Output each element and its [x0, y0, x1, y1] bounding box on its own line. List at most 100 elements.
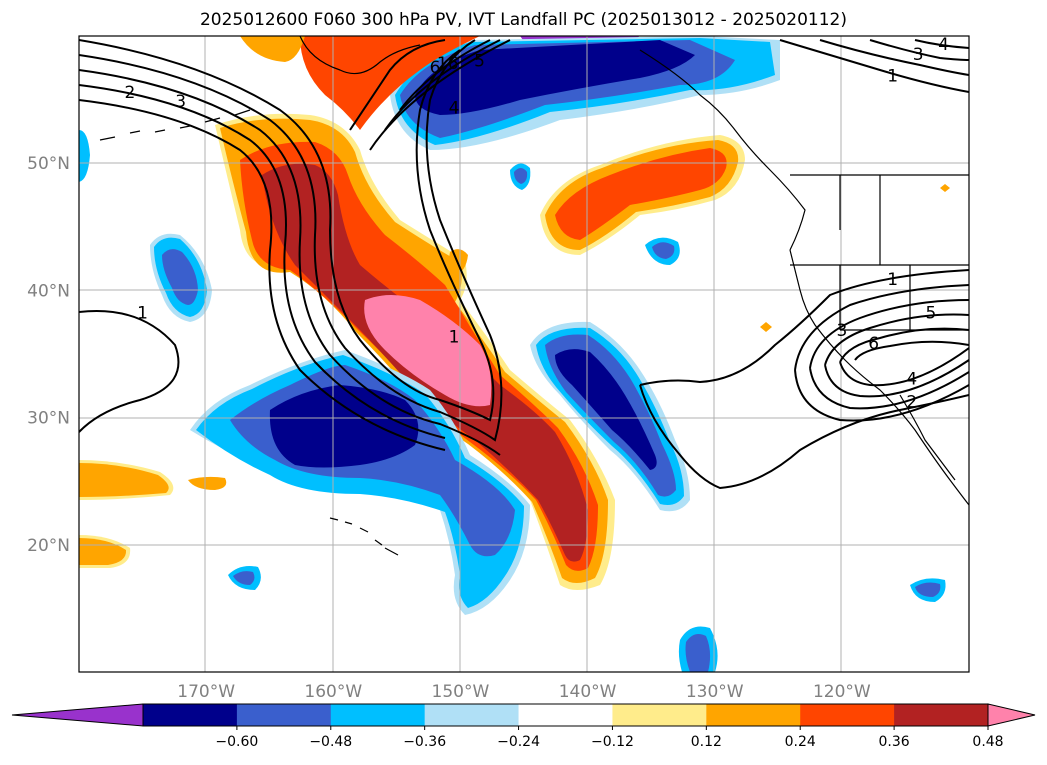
alaska-negative-core	[415, 40, 695, 115]
blob-negative-hawaii-west-blue	[233, 571, 255, 585]
colorbar-tick-label: 0.48	[972, 734, 1003, 750]
west-coast	[789, 249, 969, 506]
contour-label: 1	[449, 327, 460, 347]
ivt-contours	[79, 39, 969, 490]
contour-ridge-east-b	[384, 39, 501, 131]
contour-ne-3	[869, 39, 969, 61]
contour-low-3	[824, 313, 969, 398]
subtropical-negative-core	[269, 385, 419, 468]
contour-trough-e	[79, 99, 446, 451]
colorbar-segment	[894, 704, 989, 726]
blob-positive-west-left-orange	[79, 463, 169, 497]
colorbar-segment	[612, 704, 707, 726]
contour-label: 5	[925, 303, 936, 323]
blob-negative-west-blue	[162, 249, 198, 305]
lon-tick-label: 130°W	[686, 682, 744, 702]
colorbar-segment	[800, 704, 895, 726]
colorbar-segment	[424, 704, 520, 726]
contour-label: 3	[836, 321, 847, 341]
lat-tick-label: 50°N	[27, 154, 70, 174]
colorbar-segment	[143, 704, 238, 726]
blob-negative-tiny-blue	[514, 168, 528, 184]
colorbar-extend-min	[11, 703, 144, 727]
us-state-borders	[790, 174, 969, 331]
contour-ridge-east-c	[369, 39, 511, 151]
contour-label: 3	[913, 45, 924, 65]
colorbar-tick-label: −0.12	[591, 734, 634, 750]
blob-negative-south-blue	[685, 634, 711, 672]
colorbar-tick-label: 0.36	[879, 734, 910, 750]
colorbar-tick-label: −0.60	[215, 734, 258, 750]
colorbar-tick-label: 0.24	[785, 734, 816, 750]
lon-tick-label: 140°W	[559, 682, 617, 702]
contour-low-5	[854, 340, 969, 361]
longitude-tick-labels: 170°W 160°W 150°W 140°W 130°W 120°W	[177, 682, 871, 702]
blob-negative-small-blue	[652, 242, 675, 259]
contour-low-2	[809, 299, 969, 410]
contour-label: 4	[938, 35, 949, 55]
contour-label: 3	[175, 92, 186, 112]
contour-ridge-east-a	[399, 39, 491, 111]
blob-positive-tiny-nw	[940, 184, 950, 192]
contour-ne-2	[819, 39, 969, 76]
contour-trough-a	[79, 39, 495, 422]
contour-trough-b	[79, 39, 503, 442]
contour-low-outer-b	[794, 369, 969, 422]
contour-alaska-low	[349, 39, 446, 131]
pv-shading	[79, 36, 950, 672]
contour-ne-1	[779, 39, 969, 93]
colorbar-segment	[518, 704, 613, 726]
contour-low-outer	[794, 284, 969, 371]
colorbar-segment	[236, 704, 332, 726]
contour-low-4	[839, 327, 969, 387]
contour-label: 2	[906, 392, 917, 412]
contour-label: 16	[437, 54, 459, 74]
blob-positive-tiny-ca	[760, 322, 772, 332]
aleutian-islands	[99, 109, 251, 141]
contour-trough-d	[79, 84, 446, 439]
colorbar-segment	[330, 704, 426, 726]
lat-tick-label: 30°N	[27, 409, 70, 429]
colorbar: −0.60 −0.48 −0.36 −0.24 −0.12 0.12 0.24 0.36 0.4…	[11, 703, 1036, 750]
contour-label: 1	[137, 303, 148, 323]
contour-east-1-low	[639, 384, 969, 490]
colorbar-segment	[706, 704, 801, 726]
colorbar-frame	[142, 703, 989, 727]
contour-label: 6	[868, 334, 879, 354]
contour-west-1	[79, 310, 180, 433]
colorbar-extend-max	[987, 703, 1036, 727]
colorbar-tick-label: −0.36	[403, 734, 446, 750]
contour-east-1	[639, 269, 969, 386]
blob-positive-cyan-edge	[79, 130, 90, 182]
contour-label: 4	[449, 99, 460, 119]
lon-tick-label: 160°W	[304, 682, 362, 702]
lon-tick-label: 120°W	[813, 682, 871, 702]
alaska-coast	[299, 36, 421, 75]
lat-tick-label: 20°N	[27, 536, 70, 556]
lon-tick-label: 170°W	[177, 682, 235, 702]
contour-trough-c	[79, 69, 501, 456]
blob-positive-bc-orange	[240, 36, 305, 62]
lat-tick-label: 40°N	[27, 281, 70, 301]
hawaii-islands	[329, 517, 399, 556]
lon-tick-label: 150°W	[432, 682, 490, 702]
pv-positive-pink	[364, 295, 492, 407]
map-frame	[78, 35, 970, 673]
contour-label: 4	[906, 369, 917, 389]
blob-negative-se-blue	[915, 582, 941, 597]
contour-label: 1	[887, 270, 898, 290]
contour-label: 5	[474, 51, 485, 71]
contour-ne-4	[914, 39, 969, 49]
colorbar-tick-label: −0.24	[497, 734, 540, 750]
map-grid	[79, 36, 969, 672]
alaska-panhandle-coast	[639, 49, 806, 251]
colorbar-tick-label: −0.48	[309, 734, 352, 750]
blob-positive-bc	[300, 36, 480, 130]
ne-pacific-positive-red	[555, 148, 727, 240]
contour-label: 1	[887, 67, 898, 87]
east-negative-core	[555, 349, 657, 470]
latitude-tick-labels: 50°N 40°N 30°N 20°N	[27, 154, 70, 556]
